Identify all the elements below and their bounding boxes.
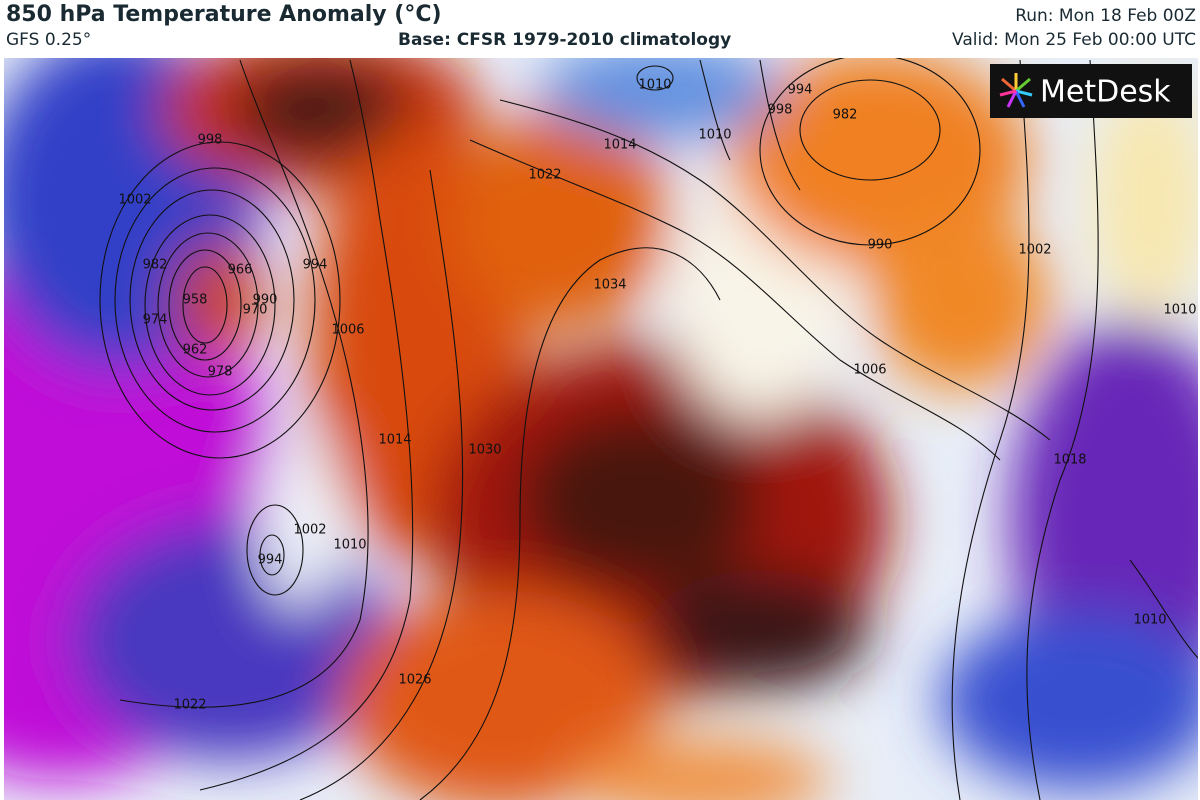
valid-time: Valid: Mon 25 Feb 00:00 UTC [952,30,1196,50]
isobar-label: 958 [183,293,208,308]
isobar-label: 1034 [593,278,626,293]
isobars [99,58,1198,800]
base-climatology: Base: CFSR 1979-2010 climatology [398,30,732,50]
logo: MetDesk [990,64,1192,118]
map-title: 850 hPa Temperature Anomaly (°C) [6,2,442,27]
isobar-label: 962 [183,343,208,358]
isobar-label: 978 [208,365,233,380]
isobar-label: 1018 [1053,453,1086,468]
run-time: Run: Mon 18 Feb 00Z [1015,6,1196,26]
isobar-label: 1022 [173,698,206,713]
isobar-label: 1002 [293,523,326,538]
isobar-label: 1026 [398,673,431,688]
isobar-label: 1010 [698,128,731,143]
isobar-label: 1010 [1163,303,1196,318]
isobar-label: 1002 [118,193,151,208]
isobar-label: 994 [788,83,813,98]
isobar-label: 1010 [333,538,366,553]
isobar-label: 982 [143,258,168,273]
isobar-label: 1022 [528,168,561,183]
isobar-label: 990 [868,238,893,253]
isobar-label: 982 [833,108,858,123]
isobar-label: 1006 [853,363,886,378]
isobar-label: 1014 [378,433,411,448]
model-name: GFS 0.25° [6,30,92,50]
isobar-label: 1006 [331,323,364,338]
isobar-label: 1014 [603,138,636,153]
isobar-label: 1010 [638,78,671,93]
isobar-label: 1010 [1133,613,1166,628]
isobar-label: 994 [303,258,328,273]
isobar-label: 974 [143,313,168,328]
isobar-label: 966 [228,263,253,278]
isobar-label: 998 [768,103,793,118]
isobar-label: 990 [253,293,278,308]
isobar-label: 970 [243,303,268,318]
isobar-label: 998 [198,133,223,148]
isobar-label: 1030 [468,443,501,458]
isobar-label: 994 [258,553,283,568]
isobar-label: 1002 [1018,243,1051,258]
logo-text: MetDesk [1040,75,1171,110]
